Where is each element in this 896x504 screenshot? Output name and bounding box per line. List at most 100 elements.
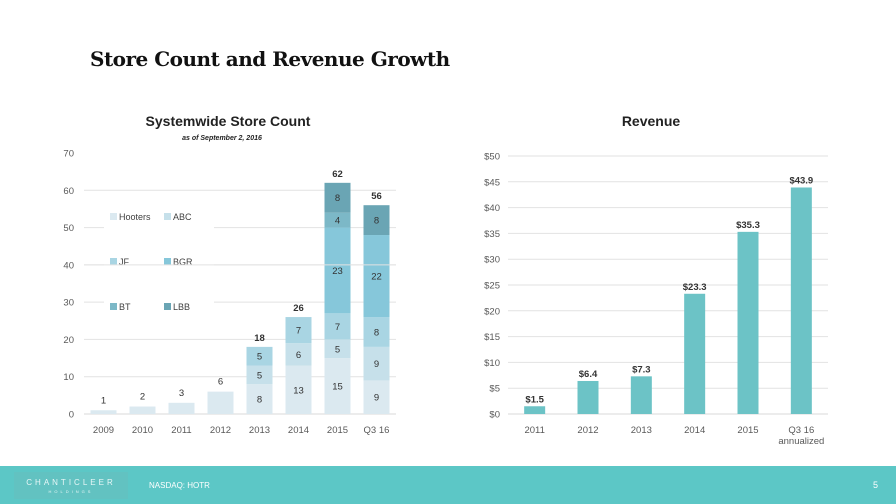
- chart-title: Revenue: [622, 113, 681, 129]
- value-label: 3: [179, 388, 184, 399]
- bar-segment-bgr: [363, 235, 390, 318]
- segment-label: 9: [374, 359, 379, 370]
- legend-label-jf: JF: [119, 257, 130, 267]
- bar-segment-bt: [324, 212, 351, 228]
- bar-segment-lbb: [363, 205, 390, 236]
- logo-text: CHANTICLEER: [26, 478, 116, 487]
- value-label: 1: [101, 395, 106, 406]
- y-tick-label: 20: [63, 335, 74, 346]
- bar-segment-hooters: [285, 365, 312, 414]
- data-label: $43.9: [789, 175, 813, 186]
- y-tick-label: 40: [63, 260, 74, 271]
- chart-title: Systemwide Store Count: [146, 113, 311, 129]
- x-tick-label: 2012: [210, 425, 231, 436]
- x-tick-label: 2014: [288, 425, 309, 436]
- y-tick-label: 0: [69, 410, 74, 421]
- revenue-bar: [630, 376, 652, 414]
- legend-swatch-lbb: [164, 303, 171, 310]
- y-tick-label: $40: [484, 203, 500, 214]
- bar-segment-abc: [246, 365, 273, 385]
- y-tick-label: $35: [484, 229, 500, 240]
- total-label: 18: [254, 333, 265, 344]
- company-logo: CHANTICLEER HOLDINGS: [14, 472, 128, 499]
- revenue-bar: [790, 187, 812, 414]
- revenue-chart: Revenue $0 $5 $10 $15 $20 $25 $30 $35 $40 $45 $50 $1…: [484, 113, 828, 447]
- y-tick-label: 30: [63, 298, 74, 309]
- chart-subtitle: as of September 2, 2016: [182, 135, 262, 142]
- ticker-label: NASDAQ: HOTR: [149, 481, 210, 490]
- value-label: 2: [140, 392, 145, 403]
- y-tick-label: 70: [63, 149, 74, 160]
- legend-swatch-abc: [164, 213, 171, 220]
- legend-box: [104, 208, 214, 318]
- revenue-bar: [577, 380, 599, 414]
- x-tick-label: Q3 16: [788, 425, 814, 436]
- y-tick-label: $15: [484, 332, 500, 343]
- segment-label: 15: [332, 382, 343, 393]
- page-number: 5: [873, 480, 879, 490]
- x-tick-label: 2010: [132, 425, 153, 436]
- segment-label: 4: [335, 216, 340, 227]
- y-tick-label: 50: [63, 223, 74, 234]
- x-tick-label: 2015: [737, 425, 758, 436]
- segment-label: 9: [374, 393, 379, 404]
- legend-label-hooters: Hooters: [119, 212, 151, 222]
- y-tick-label: $10: [484, 358, 500, 369]
- data-label: $23.3: [683, 282, 707, 293]
- segment-label: 13: [293, 385, 304, 396]
- segment-label: 6: [296, 350, 301, 361]
- segment-label: 8: [335, 193, 340, 204]
- y-tick-label: $45: [484, 177, 500, 188]
- y-tick-label: 60: [63, 186, 74, 197]
- x-tick-label: 2012: [577, 425, 598, 436]
- x-tick-label: 2011: [171, 425, 191, 436]
- y-tick-label: 10: [63, 372, 74, 383]
- value-label: 6: [218, 377, 223, 388]
- total-label: 56: [371, 191, 382, 202]
- bar-segment-hooters: [207, 391, 234, 414]
- segment-label: 23: [332, 266, 343, 277]
- store-count-chart: Systemwide Store Count as of September 2,…: [63, 113, 396, 436]
- y-tick-label: $5: [489, 384, 500, 395]
- bar-segment-hooters: [363, 380, 390, 414]
- segment-label: 22: [371, 272, 382, 283]
- segment-label: 5: [257, 352, 262, 363]
- x-tick-label: 2014: [684, 425, 705, 436]
- legend-label-bgr: BGR: [173, 257, 193, 267]
- x-tick-label: 2009: [93, 425, 114, 436]
- bar-segment-jf: [363, 317, 390, 347]
- segment-label: 5: [257, 370, 262, 381]
- bar-segment-hooters: [90, 410, 117, 414]
- segment-label: 7: [335, 322, 340, 333]
- segment-label: 5: [335, 344, 340, 355]
- revenue-bar: [524, 406, 546, 414]
- data-label: $35.3: [736, 220, 760, 231]
- bar-segment-jf: [285, 317, 312, 344]
- revenue-bar: [737, 231, 759, 414]
- legend-label-bt: BT: [119, 302, 131, 312]
- segment-label: 7: [296, 326, 301, 337]
- legend-swatch-bgr: [164, 258, 171, 265]
- x-tick-label: 2013: [631, 425, 652, 436]
- y-tick-label: $30: [484, 255, 500, 266]
- bar-segment-jf: [246, 346, 273, 366]
- bar-segment-hooters: [168, 402, 195, 414]
- segment-label: 8: [374, 327, 379, 338]
- x-tick-label: 2015: [327, 425, 348, 436]
- data-label: $7.3: [632, 364, 651, 375]
- y-tick-label: $25: [484, 281, 500, 292]
- bar-segment-jf: [324, 313, 351, 340]
- total-label: 62: [332, 169, 343, 180]
- y-tick-label: $50: [484, 152, 500, 163]
- legend-label-abc: ABC: [173, 212, 192, 222]
- revenue-bar: [684, 293, 706, 414]
- segment-label: 8: [374, 216, 379, 227]
- total-label: 26: [293, 303, 304, 314]
- bar-segment-bgr: [324, 227, 351, 314]
- y-tick-label: $20: [484, 306, 500, 317]
- y-tick-label: $0: [489, 410, 500, 421]
- bar-segment-hooters: [324, 358, 351, 414]
- bar-segment-hooters: [246, 384, 273, 414]
- legend-swatch-jf: [110, 258, 117, 265]
- x-tick-label: 2011: [524, 425, 544, 436]
